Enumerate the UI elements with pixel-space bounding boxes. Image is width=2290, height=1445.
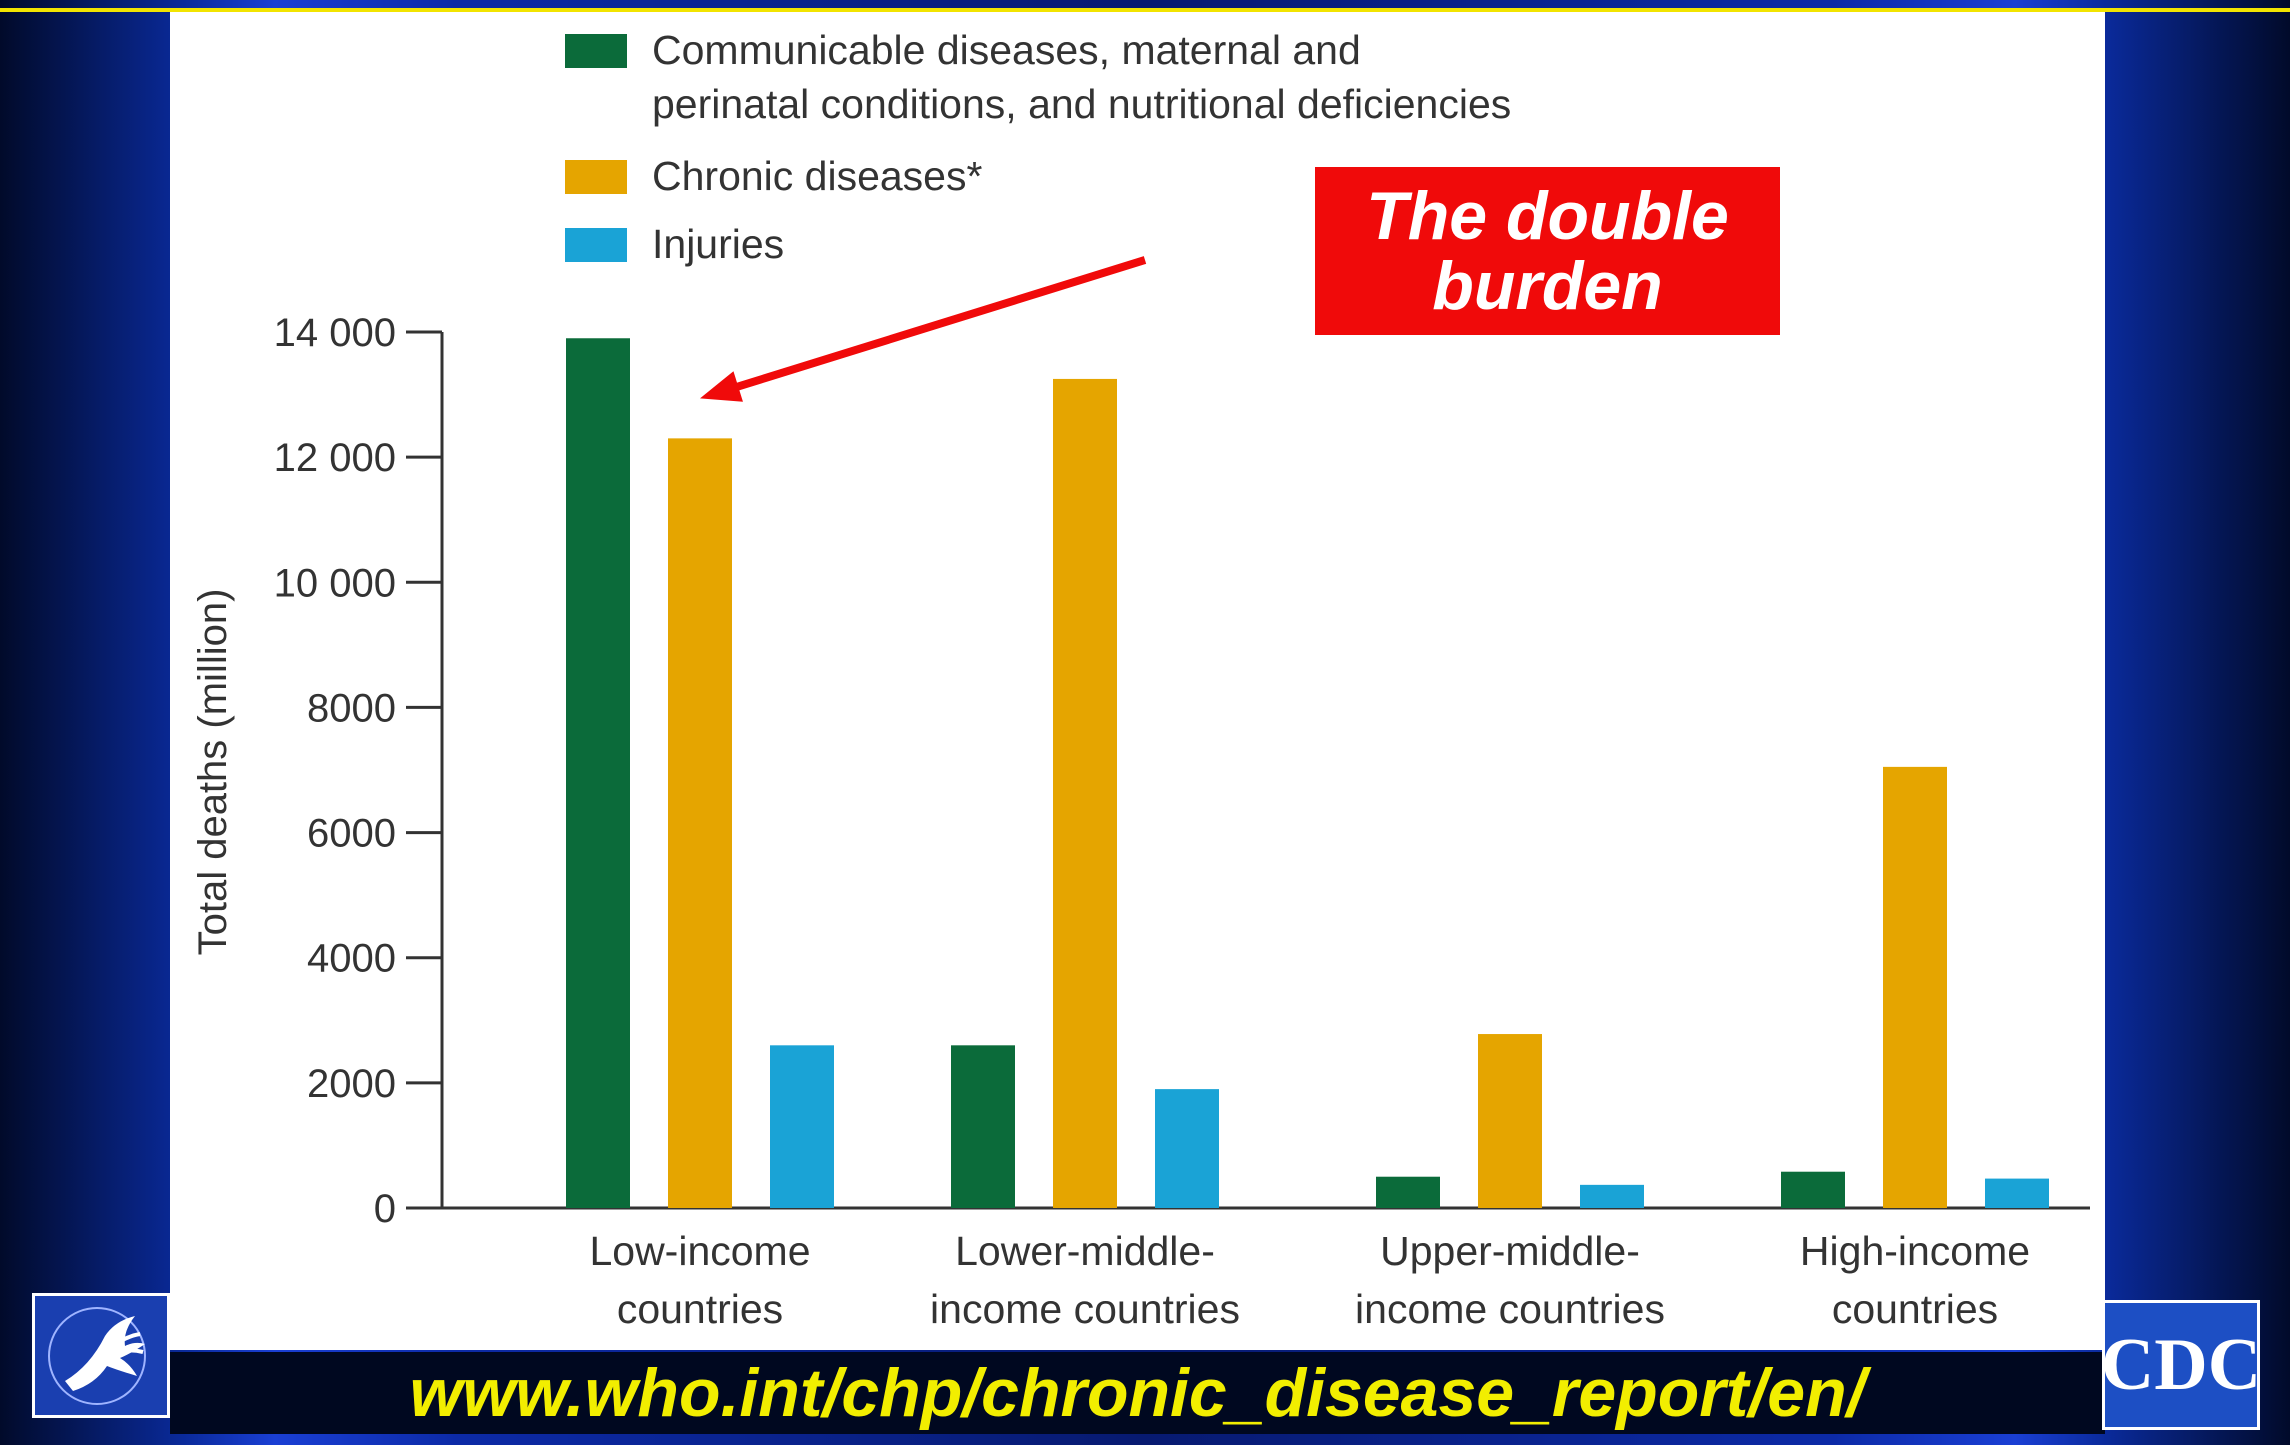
callout-line-2: burden (1432, 248, 1663, 324)
chart-legend: Communicable diseases, maternal and perin… (565, 27, 1511, 267)
bar (1053, 378, 1117, 1208)
x-category-label: Low-income (589, 1228, 810, 1274)
bar (1781, 1171, 1845, 1208)
x-category-label: countries (1832, 1286, 1998, 1332)
legend-swatch (565, 228, 627, 262)
hhs-logo (32, 1293, 170, 1418)
x-category-label: Lower-middle- (955, 1228, 1215, 1274)
y-tick-label: 6000 (307, 812, 396, 856)
y-tick-label: 14 000 (274, 311, 396, 355)
chart-axes: Total deaths (million) (191, 332, 2090, 1210)
x-category-label: income countries (1355, 1286, 1665, 1332)
hhs-eagle-icon (48, 1307, 146, 1405)
legend-label: perinatal conditions, and nutritional de… (652, 81, 1511, 127)
callout-arrow (700, 256, 1147, 402)
y-tick-label: 0 (374, 1187, 396, 1231)
bars (566, 338, 2049, 1208)
x-category-label: income countries (930, 1286, 1240, 1332)
x-category-labels: Low-income countries Lower-middle-income c… (589, 1228, 2030, 1332)
y-axis-title: Total deaths (million) (191, 589, 235, 956)
footer-bar: www.who.int/chp/chronic_disease_report/e… (170, 1352, 2105, 1434)
legend-swatch (565, 160, 627, 194)
x-category-label: countries (617, 1286, 783, 1332)
legend-label: Communicable diseases, maternal and (652, 27, 1361, 73)
x-category-label: High-income (1800, 1228, 2030, 1274)
bar (1883, 766, 1947, 1208)
y-tick-label: 2000 (307, 1062, 396, 1106)
bar-chart: Communicable diseases, maternal and perin… (191, 27, 2090, 1332)
bar (1985, 1178, 2049, 1208)
arrow-shaft (727, 256, 1147, 394)
bar (1376, 1176, 1440, 1208)
top-rule (0, 8, 2290, 12)
bar (566, 338, 630, 1208)
arrow-head-icon (700, 371, 743, 402)
bar (770, 1045, 834, 1208)
legend-label: Chronic diseases* (652, 153, 982, 199)
legend-label: Injuries (652, 221, 784, 267)
y-tick-label: 8000 (307, 686, 396, 730)
y-ticks: 0 2000 4000 6000 8000 10 000 12 000 14 000 (274, 311, 442, 1231)
bar (1478, 1034, 1542, 1208)
chart-panel: Communicable diseases, maternal and perin… (170, 12, 2105, 1350)
bar (668, 438, 732, 1208)
bar (1580, 1184, 1644, 1208)
source-url[interactable]: www.who.int/chp/chronic_disease_report/e… (409, 1355, 1866, 1431)
x-category-label: Upper-middle- (1380, 1228, 1640, 1274)
bar (1155, 1089, 1219, 1208)
legend-swatch (565, 34, 627, 68)
y-tick-label: 10 000 (274, 561, 396, 605)
callout-line-1: The double (1366, 178, 1729, 254)
cdc-logo: CDC (2100, 1300, 2262, 1430)
y-tick-label: 4000 (307, 937, 396, 981)
bar (951, 1045, 1015, 1208)
double-burden-callout: The double burden (1315, 167, 1780, 335)
y-tick-label: 12 000 (274, 436, 396, 480)
cdc-logo-text: CDC (2100, 1323, 2262, 1406)
